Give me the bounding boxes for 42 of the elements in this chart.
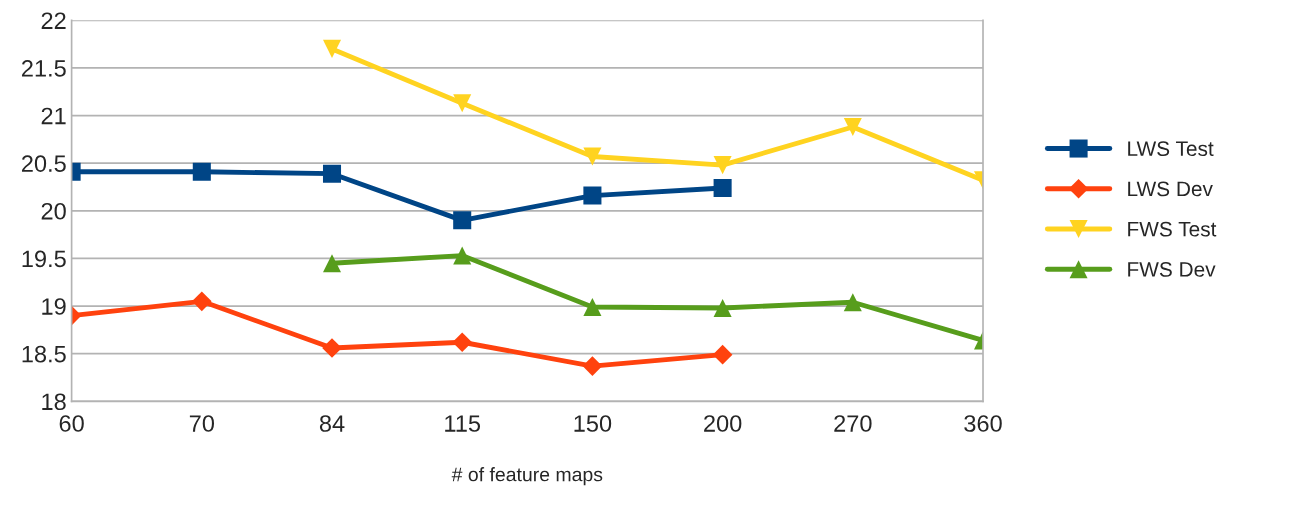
point [843,293,862,312]
point [713,156,732,175]
point [713,298,732,317]
x-tick-label: 270 [834,415,872,432]
point [582,356,603,376]
point [713,178,732,197]
y-tick-label: 19.5 [22,250,66,268]
point [453,211,472,230]
point [452,332,473,353]
point [583,147,602,166]
legend-label: FWS Test [1128,221,1217,237]
y-tick-label: 18 [42,393,66,411]
y-tick-label: 22 [41,12,66,29]
point [191,291,212,312]
point [843,117,862,137]
point [583,186,602,205]
legend-label: FWS Dev [1128,262,1216,277]
point [322,338,342,358]
x-tick-label: 200 [704,415,742,432]
y-tick-label: 20 [41,202,66,220]
point [322,254,342,273]
point [322,164,342,183]
point [453,246,472,265]
y-tick-label: 21 [41,107,66,125]
x-tick-label: 115 [445,415,481,432]
point [583,297,602,317]
point [192,162,211,181]
x-tick-label: 150 [574,415,612,432]
x-tick-label: 360 [964,415,1002,432]
legend-label: LWS Dev [1128,181,1213,197]
point [453,94,472,113]
y-tick-label: 18.5 [22,345,66,363]
x-axis-title: # of feature maps [451,467,603,486]
x-tick-label: 60 [59,415,84,432]
y-tick-label: 20.5 [21,155,66,172]
y-tick-label: 19 [42,298,66,315]
x-tick-label: 70 [189,415,215,432]
x-tick-label: 84 [319,415,345,432]
point [712,344,733,365]
point [322,39,342,58]
y-tick-label: 21.5 [21,60,66,77]
legend-label: LWS Test [1128,141,1214,157]
